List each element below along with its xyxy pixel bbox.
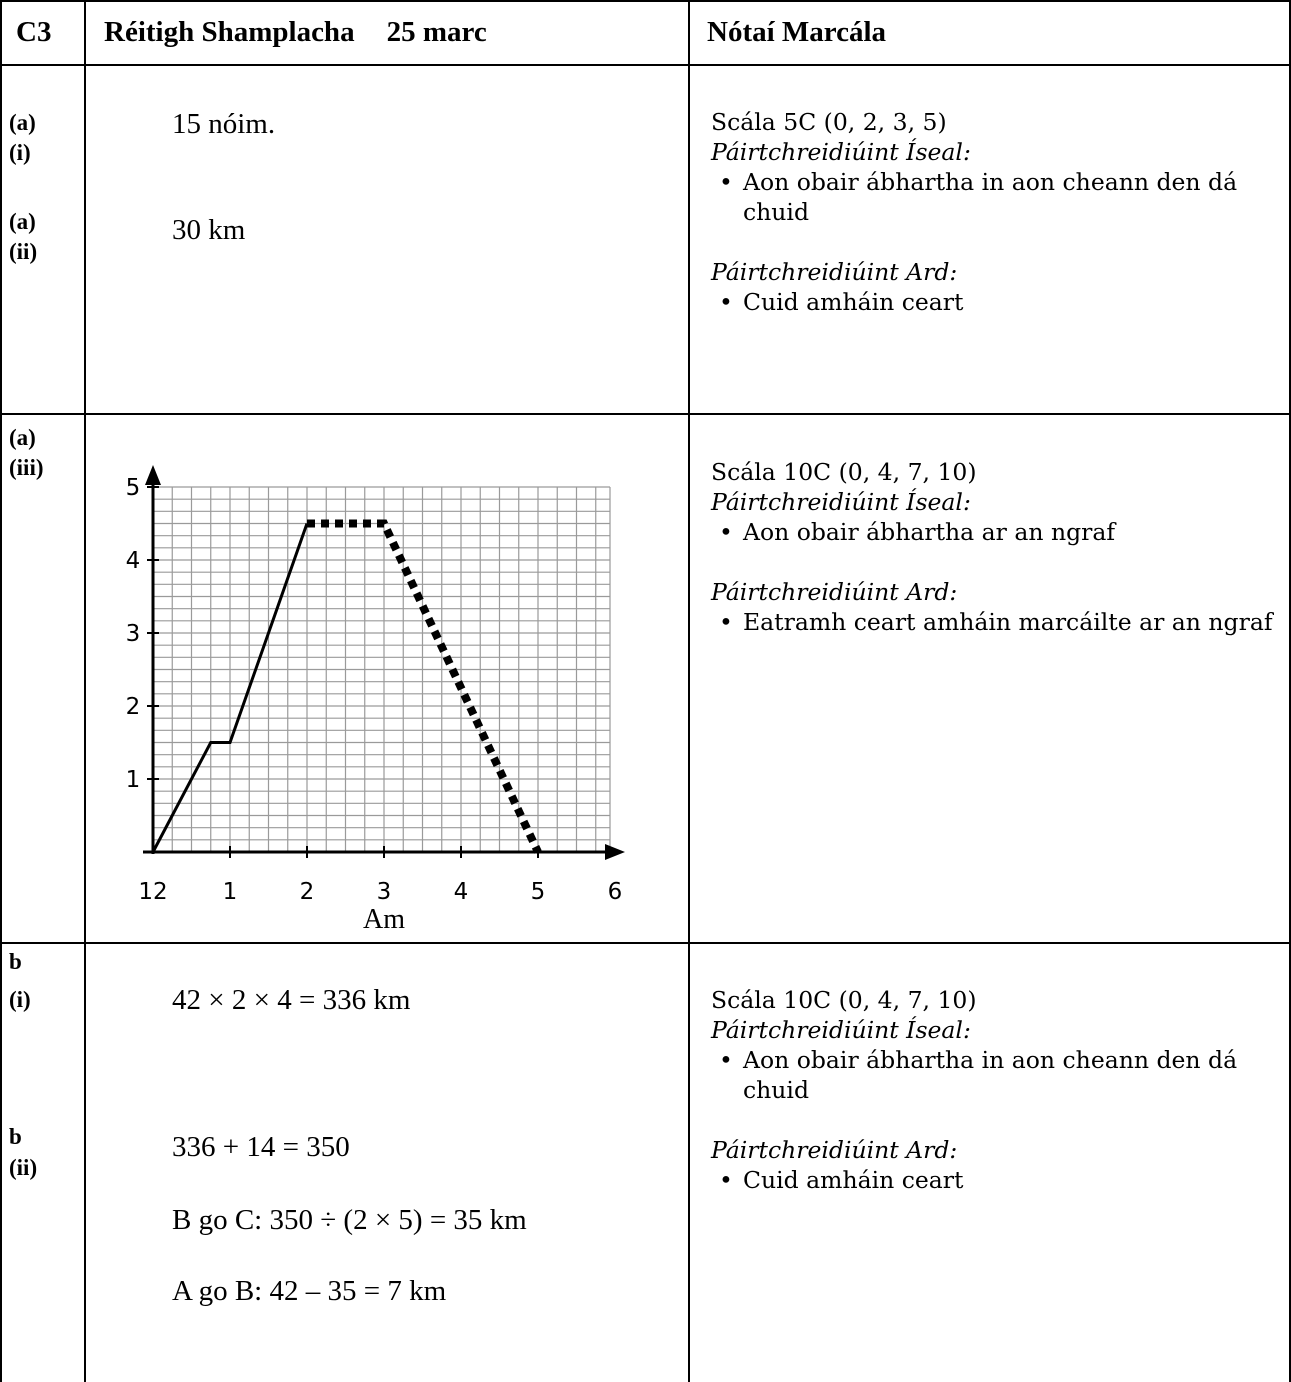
y-axis-arrow	[145, 465, 161, 485]
row3-high-list: Cuid amháin ceart	[711, 1165, 1281, 1195]
row-divider-1	[0, 413, 1291, 415]
row3-solution-4: A go B: 42 – 35 = 7 km	[172, 1275, 447, 1307]
header-row-divider	[0, 64, 1291, 66]
y-tick-label: 4	[126, 548, 141, 574]
row3-low-list: Aon obair ábhartha in aon cheann den dá …	[711, 1045, 1281, 1105]
y-tick-label: 1	[126, 767, 141, 793]
row1-low-list: Aon obair ábhartha in aon cheann den dá …	[711, 167, 1281, 227]
list-item: Cuid amháin ceart	[711, 1165, 1281, 1195]
x-tick-label: 6	[608, 879, 623, 905]
x-axis-arrow	[605, 844, 625, 860]
x-tick-label: 3	[377, 879, 392, 905]
row1-label-i: (i)	[9, 140, 31, 165]
row1-scale: Scála 5C (0, 2, 3, 5)	[711, 108, 947, 136]
list-item: Aon obair ábhartha ar an ngraf	[711, 517, 1281, 547]
row1-high-list: Cuid amháin ceart	[711, 287, 1281, 317]
row3-label-b2: b	[9, 1124, 22, 1149]
row3-low-heading: Páirtchreidiúint Íseal:	[711, 1016, 971, 1044]
row2-high-heading: Páirtchreidiúint Ard:	[711, 578, 958, 606]
question-number: C3	[16, 16, 52, 48]
column-divider-2	[688, 0, 690, 1382]
row3-label-b1: b	[9, 949, 22, 974]
row3-label-ii: (ii)	[9, 1155, 38, 1180]
list-item: Eatramh ceart amháin marcáilte ar an ngr…	[711, 607, 1281, 637]
row3-scale: Scála 10C (0, 4, 7, 10)	[711, 986, 977, 1014]
row2-low-list: Aon obair ábhartha ar an ngraf	[711, 517, 1281, 547]
row2-scale: Scála 10C (0, 4, 7, 10)	[711, 458, 977, 486]
table-border-left	[0, 0, 2, 1382]
chart-series	[151, 519, 542, 854]
solutions-title: Réitigh Shamplacha	[104, 16, 355, 48]
row3-solution-3: B go C: 350 ÷ (2 × 5) = 35 km	[172, 1204, 527, 1236]
row1-solution-1: 15 nóim.	[172, 108, 276, 140]
row3-label-i: (i)	[9, 987, 31, 1012]
table-border-right	[1289, 0, 1291, 1382]
journey-line-dotted	[307, 519, 542, 854]
journey-line-solid	[151, 523, 309, 853]
column-divider-1	[84, 0, 86, 1382]
y-tick-label: 3	[126, 621, 141, 647]
row1-notes: Scála 5C (0, 2, 3, 5) Páirtchreidiúint Í…	[711, 107, 1281, 317]
list-item: Aon obair ábhartha in aon cheann den dá …	[711, 167, 1281, 227]
row3-solution-1: 42 × 2 × 4 = 336 km	[172, 984, 411, 1016]
row2-low-heading: Páirtchreidiúint Íseal:	[711, 488, 971, 516]
chart-axes	[143, 465, 625, 860]
row3-high-heading: Páirtchreidiúint Ard:	[711, 1136, 958, 1164]
list-item: Aon obair ábhartha in aon cheann den dá …	[711, 1045, 1281, 1105]
x-tick-label: 2	[300, 879, 315, 905]
row3-solution-2: 336 + 14 = 350	[172, 1131, 350, 1163]
row1-high-heading: Páirtchreidiúint Ard:	[711, 258, 958, 286]
row2-high-list: Eatramh ceart amháin marcáilte ar an ngr…	[711, 607, 1281, 637]
row1-label-ii: (ii)	[9, 239, 38, 264]
row2-label-iii: (iii)	[9, 455, 44, 480]
list-item: Cuid amháin ceart	[711, 287, 1281, 317]
row2-notes: Scála 10C (0, 4, 7, 10) Páirtchreidiúint…	[711, 457, 1281, 637]
table-border-top	[0, 0, 1291, 2]
chart-grid	[153, 486, 611, 852]
row1-low-heading: Páirtchreidiúint Íseal:	[711, 138, 971, 166]
row1-label-a2: (a)	[9, 209, 36, 234]
row1-solution-2: 30 km	[172, 214, 246, 246]
row2-label-a: (a)	[9, 425, 36, 450]
solutions-header: Réitigh Shamplacha 25 marc	[104, 16, 487, 49]
row1-label-a1: (a)	[9, 110, 36, 135]
notes-header: Nótaí Marcála	[707, 16, 887, 48]
x-tick-label: 4	[454, 879, 469, 905]
row-divider-2	[0, 942, 1291, 944]
row3-notes: Scála 10C (0, 4, 7, 10) Páirtchreidiúint…	[711, 985, 1281, 1195]
x-tick-label: 12	[138, 879, 167, 905]
y-tick-label: 5	[126, 475, 141, 501]
marks-total: 25 marc	[386, 16, 487, 48]
y-tick-label: 2	[126, 694, 141, 720]
x-tick-label: 5	[531, 879, 546, 905]
x-tick-label: 1	[223, 879, 238, 905]
x-axis-title: Am	[363, 904, 405, 935]
